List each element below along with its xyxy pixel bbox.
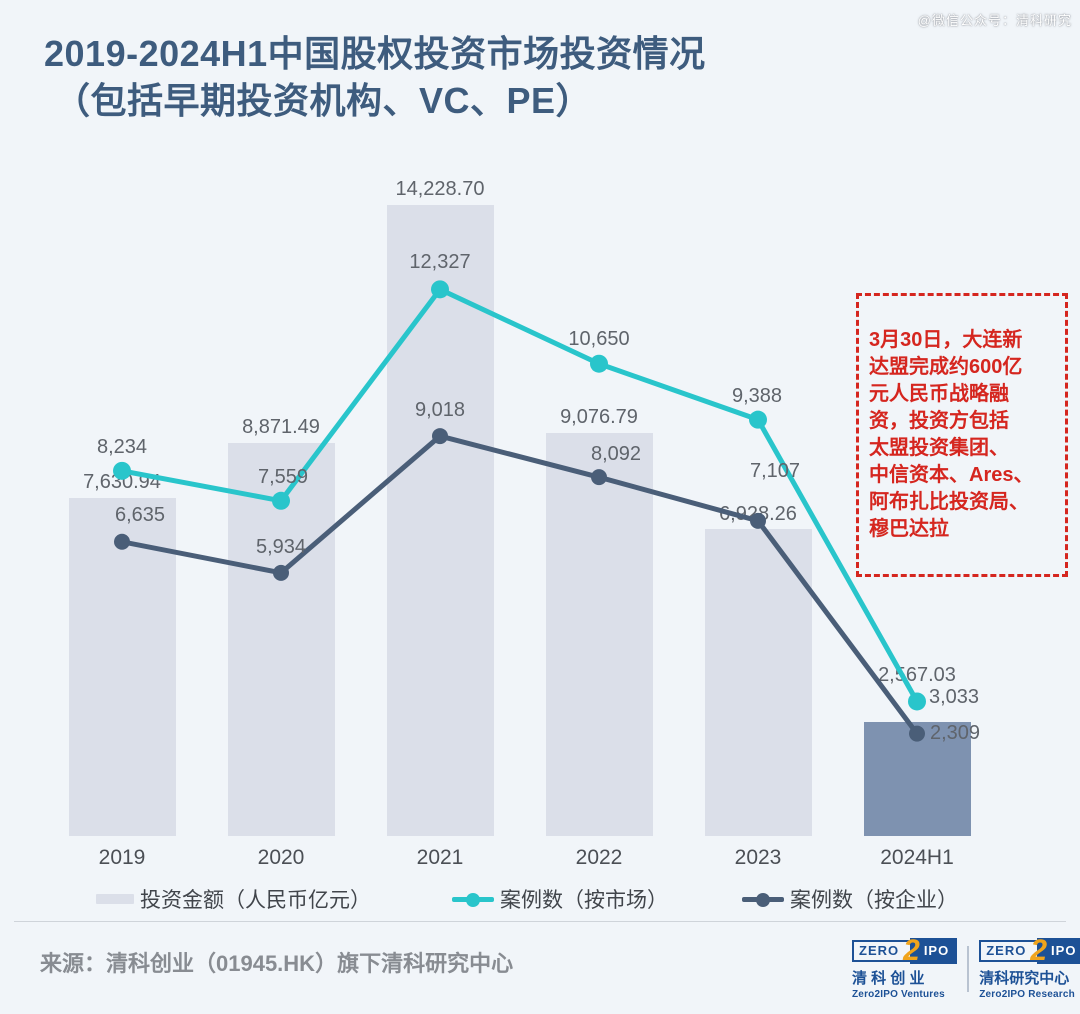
- annotation-box: 3月30日，大连新 达盟完成约600亿 元人民币战略融 资，投资方包括 太盟投资…: [856, 293, 1068, 577]
- bar-2020: [227, 442, 335, 836]
- wechat-watermark: @微信公众号：清科研究: [917, 13, 1072, 28]
- x-tick-2024H1: 2024H1: [880, 846, 954, 869]
- bar-2022: [545, 433, 653, 836]
- label-enterprise-2021: 9,018: [414, 399, 466, 422]
- bar-label-2020: 8,871.49: [242, 415, 320, 438]
- zero2ipo-ventures-logo: ZERO 2 IPO 清 科 创 业 Zero2IPO Ventures: [852, 934, 958, 1000]
- annotation-text: 3月30日，大连新 达盟完成约600亿 元人民币战略融 资，投资方包括 太盟投资…: [869, 329, 1034, 540]
- logo-separator: [967, 946, 970, 992]
- page-title-line1: 2019-2024H1中国股权投资市场投资情况: [44, 33, 706, 74]
- label-market-2024H1: 3,033: [929, 686, 980, 709]
- legend-item-deals-by-enterprise: 案例数（按企业）: [742, 884, 958, 914]
- label-enterprise-2024H1: 2,309: [930, 721, 981, 744]
- label-enterprise-2022: 8,092: [590, 443, 642, 466]
- point-deals-by-market-2024H1: [908, 692, 926, 711]
- bar-label-2022: 9,076.79: [560, 406, 638, 429]
- logo-cn-ventures: 清 科 创 业: [852, 970, 925, 987]
- label-enterprise-2020: 5,934: [255, 535, 307, 558]
- label-enterprise-2023: 7,107: [749, 459, 801, 482]
- legend: 投资金额（人民币亿元） 案例数（按市场） 案例数（按企业）: [0, 884, 1080, 914]
- label-market-2022: 10,650: [568, 327, 630, 350]
- logo-cn-research: 清科研究中心: [979, 970, 1070, 987]
- point-deals-by-market-2022: [590, 354, 608, 373]
- logo-ipo-box: IPO: [1037, 938, 1080, 964]
- legend-label-investment-amount: 投资金额（人民币亿元）: [140, 889, 371, 912]
- legend-item-investment-amount: 投资金额（人民币亿元）: [96, 884, 371, 914]
- label-market-2020: 7,559: [257, 465, 309, 488]
- zero2ipo-research-logo: ZERO 2 IPO 清科研究中心 Zero2IPO Research: [979, 934, 1080, 1000]
- logo-gold-2: 2: [1030, 934, 1048, 967]
- x-tick-2021: 2021: [416, 846, 464, 869]
- label-market-2023: 9,388: [731, 384, 783, 407]
- logo-ipo-box: IPO: [909, 938, 958, 964]
- x-tick-2019: 2019: [98, 846, 146, 869]
- logo-en-ventures: Zero2IPO Ventures: [852, 989, 945, 1000]
- bar-label-2019: 7,630.94: [83, 470, 161, 493]
- point-deals-by-market-2023: [749, 410, 767, 429]
- label-market-2021: 12,327: [409, 251, 471, 274]
- logo-en-research: Zero2IPO Research: [979, 989, 1075, 1000]
- x-tick-2020: 2020: [257, 846, 305, 869]
- footer-divider: [14, 921, 1066, 922]
- legend-label-deals-by-market: 案例数（按市场）: [500, 889, 668, 912]
- bar-label-2023: 6,928.26: [719, 502, 797, 525]
- label-market-2019: 8,234: [96, 435, 148, 458]
- bar-label-2021: 14,228.70: [395, 178, 485, 200]
- label-enterprise-2019: 6,635: [114, 503, 166, 526]
- line-dot-market-icon: [452, 892, 494, 907]
- bar-swatch-icon: [96, 894, 134, 904]
- page-title: 2019-2024H1中国股权投资市场投资情况 （包括早期投资机构、VC、PE）: [44, 30, 706, 124]
- bar-2023: [704, 528, 812, 836]
- zero2ipo-logo-icon: ZERO 2 IPO: [979, 934, 1080, 967]
- x-tick-2023: 2023: [734, 846, 782, 869]
- page-title-line2: （包括早期投资机构、VC、PE）: [54, 80, 593, 121]
- x-tick-2022: 2022: [575, 846, 623, 869]
- legend-label-deals-by-enterprise: 案例数（按企业）: [790, 889, 958, 912]
- bar-label-2024H1: 2,567.03: [878, 664, 956, 687]
- legend-item-deals-by-market: 案例数（按市场）: [452, 884, 668, 914]
- source-text: 来源：清科创业（01945.HK）旗下清科研究中心: [40, 951, 514, 976]
- bar-2021: [386, 205, 494, 836]
- bar-2019: [68, 497, 176, 836]
- logo-group: ZERO 2 IPO 清 科 创 业 Zero2IPO Ventures ZER…: [852, 934, 1080, 1000]
- zero2ipo-logo-icon: ZERO 2 IPO: [852, 934, 958, 967]
- line-dot-enterprise-icon: [742, 892, 784, 907]
- logo-gold-2: 2: [903, 934, 920, 967]
